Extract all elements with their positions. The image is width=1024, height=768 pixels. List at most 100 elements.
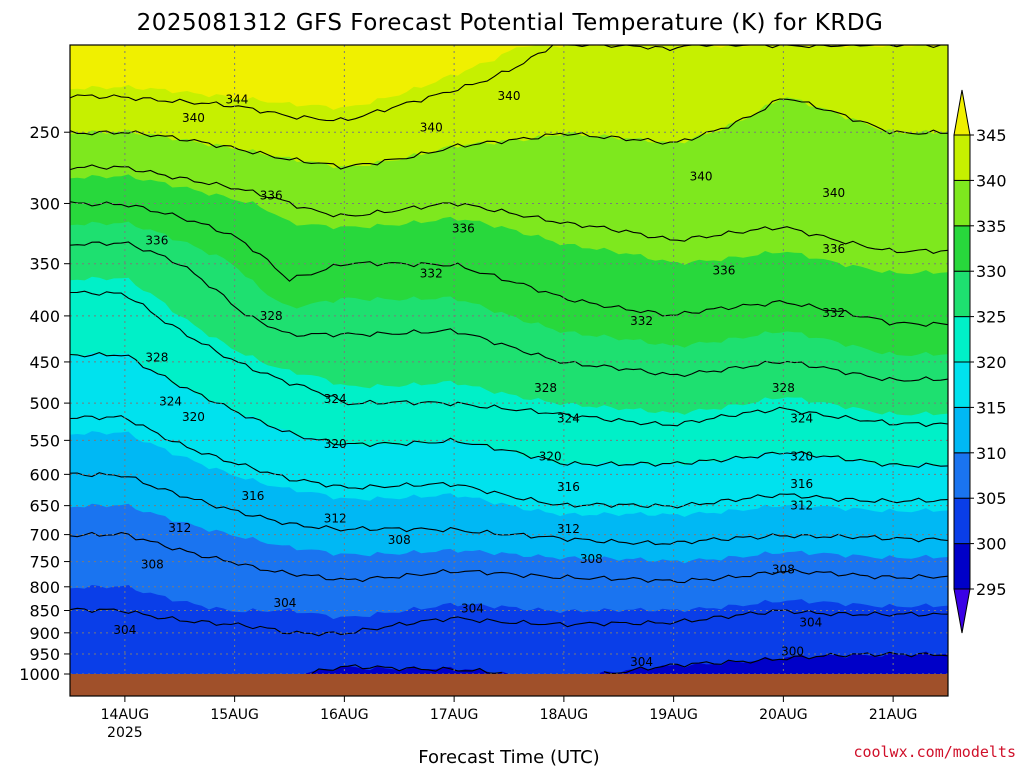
chart-title: 2025081312 GFS Forecast Potential Temper…	[137, 10, 884, 36]
colorbar-segment	[953, 497, 971, 545]
contour-label: 328	[145, 351, 168, 365]
colorbar-segment	[953, 361, 971, 408]
contour-labels: 344 340 340 340 340 340 336 336 336 336 336 332 332 3…	[113, 89, 845, 669]
x-tick-label: 19AUG	[649, 707, 698, 723]
contour-label: 332	[630, 314, 653, 328]
y-tick-label: 750	[29, 553, 60, 572]
y-tick-label: 600	[29, 465, 60, 484]
x-tick-label: 15AUG	[210, 707, 259, 723]
contour-label: 320	[790, 449, 813, 463]
y-tick-label: 400	[29, 307, 60, 326]
contour-label: 304	[799, 616, 822, 630]
colorbar-segment	[953, 179, 971, 227]
colorbar-label: 310	[976, 444, 1007, 463]
contour-label: 340	[498, 89, 521, 103]
colorbar-label: 295	[976, 580, 1007, 599]
y-tick-label: 700	[29, 526, 60, 545]
contour-label: 336	[712, 263, 735, 277]
contour-324	[69, 290, 949, 428]
colorbar-segment	[953, 406, 971, 454]
contour-316	[69, 415, 949, 509]
contour-label: 320	[182, 410, 205, 424]
colorbar-segment	[953, 270, 971, 318]
contour-label: 312	[324, 512, 347, 526]
x-axis: 14AUG 2025 15AUG 16AUG 17AUG 18AUG 19AUG 20AUG 2…	[101, 696, 917, 741]
y-tick-label: 550	[29, 431, 60, 450]
x-axis-label: Forecast Time (UTC)	[418, 747, 599, 768]
contour-label: 304	[630, 655, 653, 669]
y-tick-label: 300	[29, 194, 60, 213]
contour-label: 300	[781, 644, 804, 658]
contour-300	[311, 651, 949, 675]
contour-340	[69, 98, 948, 170]
contour-label: 312	[168, 521, 191, 535]
contour-label: 336	[260, 189, 283, 203]
contour-label: 304	[273, 596, 296, 610]
colorbar-label: 300	[976, 535, 1007, 554]
colorbar-segment	[953, 134, 971, 181]
contour-label: 308	[772, 562, 795, 576]
y-tick-label: 350	[29, 255, 60, 274]
contour-label: 328	[260, 309, 283, 323]
contour-label: 308	[141, 558, 164, 572]
contour-320	[69, 352, 949, 468]
colorbar-label: 335	[976, 217, 1007, 236]
x-tick-sublabel: 2025	[107, 725, 143, 741]
contour-label: 340	[690, 169, 713, 183]
contour-label: 324	[790, 411, 813, 425]
contour-332	[69, 201, 949, 327]
fill-band-above-345	[70, 45, 948, 110]
surface-band	[70, 674, 948, 696]
contour-label: 320	[324, 437, 347, 451]
x-tick-label: 20AUG	[759, 707, 808, 723]
contour-label: 332	[822, 306, 845, 320]
contour-label: 344	[225, 93, 248, 107]
contour-label: 304	[113, 623, 136, 637]
y-tick-label: 650	[29, 497, 60, 516]
contour-label: 308	[580, 552, 603, 566]
contour-label: 340	[182, 111, 205, 125]
colorbar-label: 305	[976, 489, 1007, 508]
x-tick-label: 14AUG	[101, 707, 150, 723]
colorbar-label: 345	[976, 126, 1007, 145]
contour-label: 328	[772, 381, 795, 395]
colorbar-label: 325	[976, 308, 1007, 327]
y-tick-label: 1000	[19, 665, 60, 684]
colorbar-segment	[953, 316, 971, 363]
contour-label: 312	[790, 499, 813, 513]
y-tick-label: 500	[29, 394, 60, 413]
contour-label: 332	[420, 267, 443, 281]
contour-label: 336	[145, 234, 168, 248]
y-tick-label: 950	[29, 645, 60, 664]
colorbar-extend-bottom	[953, 588, 971, 634]
contour-336	[69, 164, 949, 254]
contour-label: 304	[461, 602, 484, 616]
y-tick-label: 900	[29, 624, 60, 643]
colorbar: 295 300 305 310 315 320 325 330 335 340 345	[953, 89, 1007, 634]
contour-label: 316	[241, 489, 264, 503]
plot-frame	[69, 44, 949, 697]
colorbar-segment	[953, 452, 971, 499]
contour-304	[69, 607, 949, 637]
credit-link[interactable]: coolwx.com/modelts	[853, 743, 1016, 761]
colorbar-label: 315	[976, 398, 1007, 417]
y-axis: 250 300 350 400 450 500 550 600 650 700 750 800 850 9…	[19, 123, 70, 684]
contour-label: 324	[159, 395, 182, 409]
x-tick-label: 17AUG	[430, 707, 479, 723]
contour-label: 340	[420, 120, 443, 134]
colorbar-label: 320	[976, 353, 1007, 372]
contour-label: 336	[452, 222, 475, 236]
y-tick-label: 800	[29, 578, 60, 597]
x-tick-label: 16AUG	[320, 707, 369, 723]
contour-label: 324	[557, 411, 580, 425]
y-tick-label: 450	[29, 353, 60, 372]
colorbar-segment	[953, 225, 971, 272]
colorbar-extend-top	[953, 89, 971, 136]
x-tick-label: 18AUG	[540, 707, 589, 723]
contour-label: 316	[557, 480, 580, 494]
contour-label: 324	[324, 392, 347, 406]
colorbar-segment	[953, 543, 971, 590]
colorbar-label: 330	[976, 262, 1007, 281]
contour-label: 312	[557, 522, 580, 536]
